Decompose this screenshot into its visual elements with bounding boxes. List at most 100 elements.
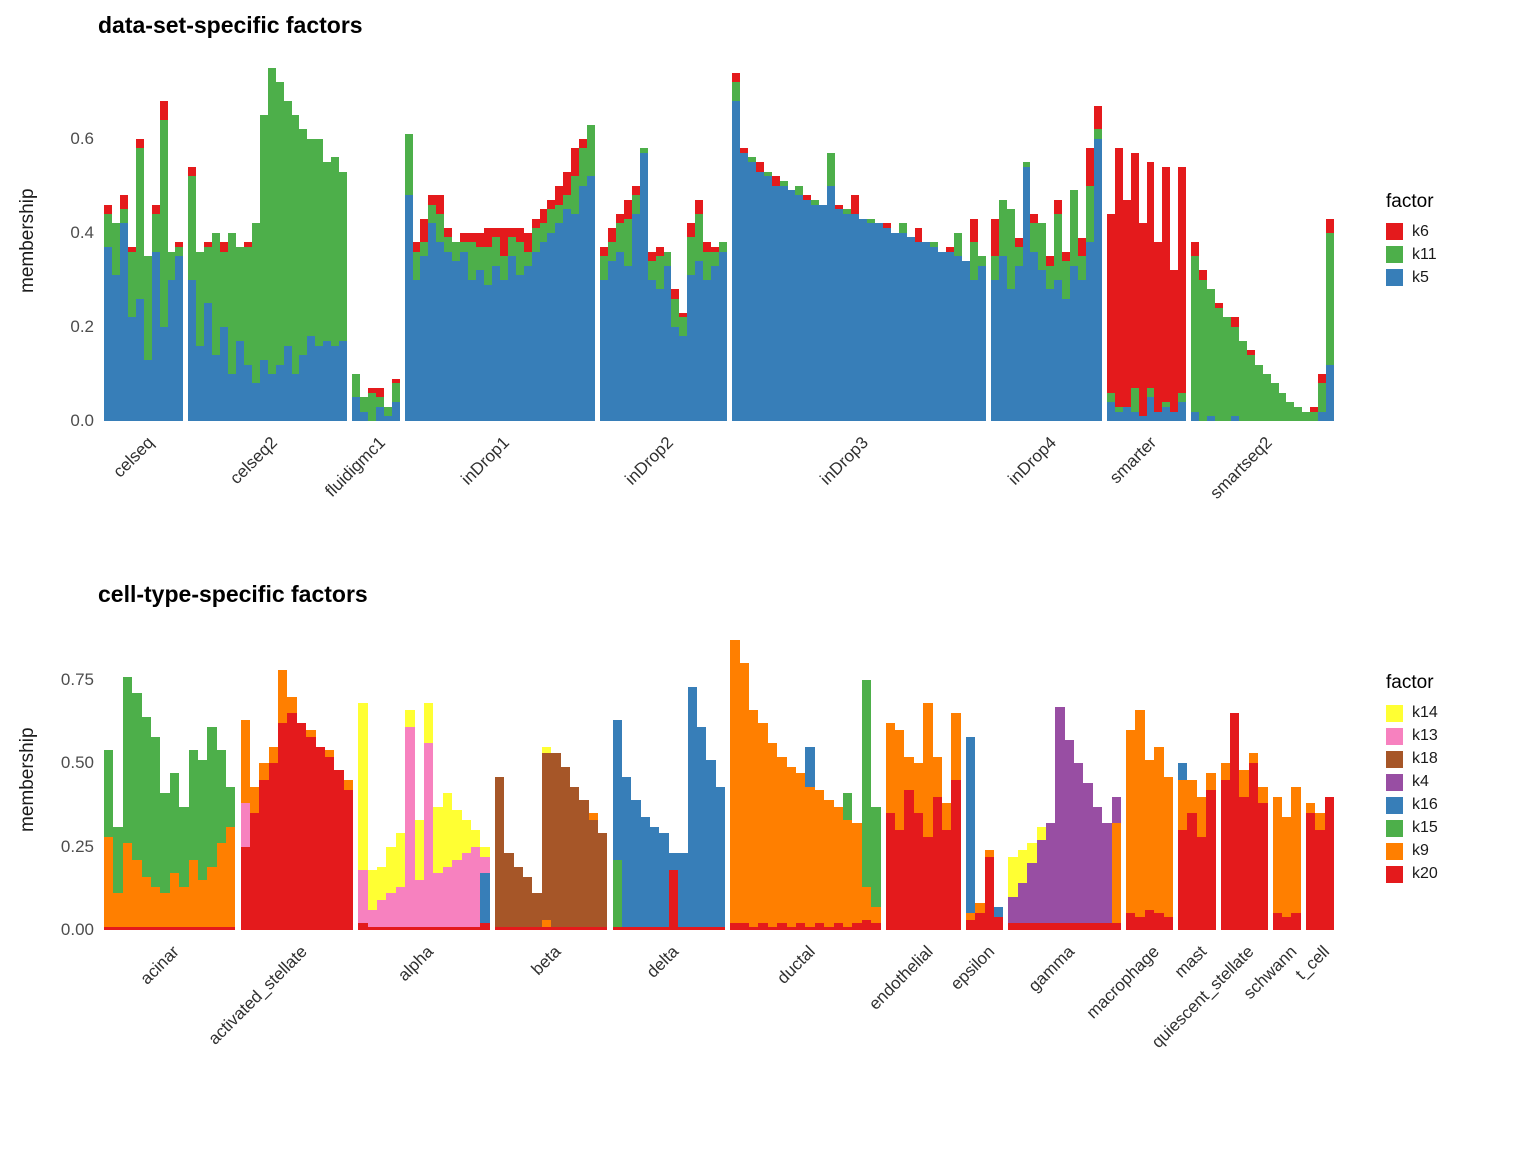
- bar-segment-k6: [1114, 148, 1123, 407]
- bar-segment-k9: [975, 903, 985, 914]
- stacked-bar: [167, 251, 176, 421]
- stacked-bar: [962, 261, 971, 421]
- stacked-bar: [1178, 763, 1188, 930]
- bar-segment-k5: [739, 152, 748, 421]
- bar-segment-k5: [228, 373, 236, 421]
- bar-segment-k11: [930, 242, 939, 247]
- bar-segment-k20: [541, 926, 552, 930]
- bar-segment-k5: [1086, 242, 1094, 421]
- stacked-bar: [975, 903, 985, 930]
- stacked-bar: [706, 760, 716, 930]
- bar-segment-k20: [461, 926, 471, 930]
- bar-segment-k11: [866, 218, 875, 224]
- bar-segment-k11: [587, 124, 596, 177]
- bar-segment-k13: [461, 853, 471, 927]
- bar-segment-k11: [1086, 185, 1094, 243]
- bar-segment-k6: [1062, 251, 1071, 262]
- bar-segment-k5: [420, 256, 429, 421]
- bar-segment-k6: [623, 199, 632, 219]
- stacked-bar: [851, 195, 859, 421]
- bar-segment-k9: [1196, 796, 1207, 837]
- bar-segment-k20: [1163, 916, 1174, 930]
- bar-segment-k16: [715, 786, 726, 927]
- stacked-bar: [1162, 166, 1171, 421]
- bar-segment-k11: [515, 242, 524, 276]
- bar-segment-k11: [523, 251, 532, 266]
- bar-segment-k11: [1302, 411, 1311, 421]
- bar-segment-k11: [1191, 256, 1200, 412]
- bar-segment-k20: [334, 770, 344, 930]
- bar-segment-k16: [640, 816, 651, 927]
- stacked-bar: [1022, 162, 1031, 421]
- bar-segment-k9: [1291, 786, 1301, 914]
- bar-segment-k5: [731, 101, 740, 421]
- stacked-bar: [283, 101, 292, 421]
- stacked-bar: [930, 242, 939, 421]
- bar-segment-k15: [871, 806, 881, 907]
- bar-segment-k5: [663, 265, 672, 421]
- bar-segment-k13: [367, 910, 378, 927]
- bar-segment-k5: [404, 195, 413, 421]
- bar-segment-k11: [679, 317, 688, 337]
- legend-item-k6: k6: [1386, 223, 1506, 241]
- bar-segment-k11: [998, 199, 1007, 257]
- bar-group-ductal: ductal: [730, 630, 881, 988]
- bar-segment-k4: [1064, 740, 1075, 924]
- stacked-bar: [866, 218, 875, 421]
- bar-group-celseq2: celseq2: [188, 61, 348, 488]
- bar-segment-k20: [730, 923, 740, 930]
- stacked-bar: [852, 823, 862, 930]
- legend-item-k11: k11: [1386, 246, 1506, 264]
- bar-segment-k11: [460, 242, 469, 252]
- bar-segment-k5: [1014, 265, 1023, 421]
- bar-group-gamma: gamma: [1008, 630, 1122, 996]
- stacked-bar: [771, 176, 780, 421]
- stacked-bar: [663, 251, 672, 421]
- bar-segment-k9: [1272, 796, 1282, 914]
- stacked-bar: [587, 124, 596, 421]
- bar-segment-k5: [127, 317, 136, 421]
- stacked-bar: [188, 750, 198, 930]
- bar-segment-k20: [343, 790, 354, 930]
- bar-segment-k16: [650, 826, 660, 927]
- bar-segment-k11: [359, 397, 368, 412]
- bar-segment-k5: [291, 373, 300, 421]
- stacked-bar: [1111, 796, 1122, 930]
- bar-segment-k16: [678, 853, 688, 927]
- bar-segment-k11: [1222, 317, 1231, 421]
- bar-segment-k11: [404, 133, 413, 196]
- stacked-bar: [1146, 162, 1155, 421]
- bar-segment-k11: [1070, 190, 1079, 266]
- bar-segment-k11: [970, 242, 978, 280]
- legend-label: k16: [1412, 796, 1438, 813]
- bar-segment-k20: [377, 926, 387, 930]
- bar-segment-k14: [377, 866, 387, 901]
- bar-segment-k20: [650, 926, 660, 930]
- bar-segment-k20: [1144, 910, 1155, 930]
- bar-segment-k5: [787, 190, 796, 421]
- bar-segment-k5: [352, 397, 360, 421]
- bar-segment-k5: [695, 261, 704, 421]
- stacked-bar: [278, 670, 288, 930]
- bar-segment-k20: [551, 926, 561, 930]
- bar-segment-k15: [132, 693, 142, 861]
- bar-segment-k5: [1070, 265, 1079, 421]
- stacked-bar: [160, 793, 170, 930]
- bar-group-quiescent_stellate: quiescent_stellate: [1148, 630, 1268, 1052]
- bar-segment-k20: [796, 923, 806, 930]
- stacked-bar: [216, 750, 227, 930]
- bar-segment-k6: [119, 195, 128, 210]
- stacked-bar: [890, 232, 899, 421]
- stacked-bar: [1302, 411, 1311, 421]
- stacked-bar: [555, 185, 564, 421]
- bar-segment-k9: [904, 756, 914, 790]
- bar-segment-k11: [1114, 406, 1123, 412]
- stacked-bar: [1310, 406, 1319, 421]
- stacked-bar: [1305, 803, 1316, 930]
- bar-segment-k5: [1162, 406, 1171, 421]
- bar-segment-k5: [1054, 279, 1063, 421]
- bar-segment-k5: [1130, 411, 1139, 421]
- bar-segment-k11: [452, 242, 461, 261]
- bar-segment-k5: [866, 223, 875, 421]
- bar-segment-k11: [135, 148, 144, 299]
